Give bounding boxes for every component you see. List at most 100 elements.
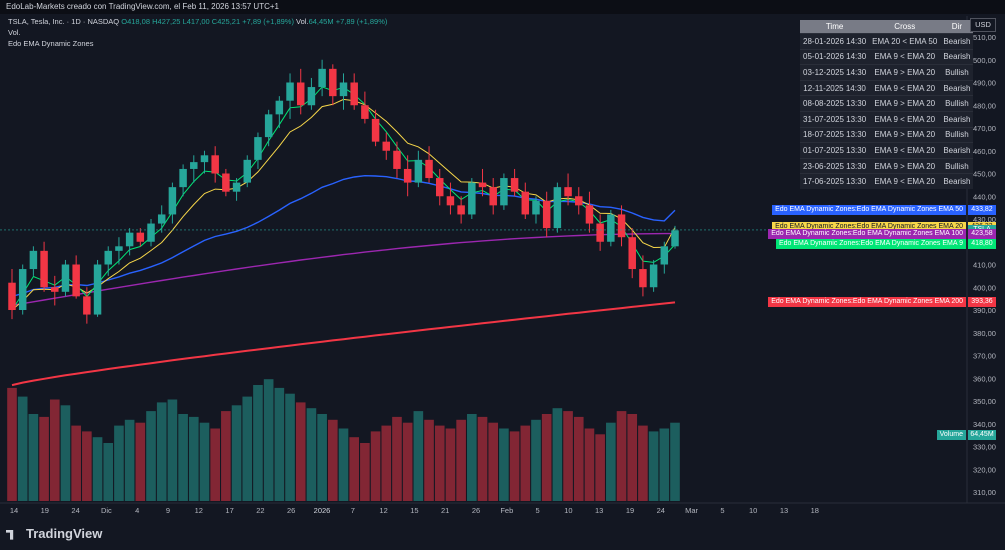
- volume-bar: [285, 393, 295, 501]
- table-cell-cross: EMA 9 < EMA 20: [869, 142, 941, 159]
- volume-bar: [434, 425, 445, 501]
- candle-body: [532, 200, 540, 215]
- y-tick-label: 320,00: [973, 465, 996, 474]
- candle-body: [296, 82, 305, 106]
- candle-body: [125, 232, 134, 247]
- candle-body: [435, 178, 444, 197]
- table-cell-dir: Bearish: [940, 142, 974, 159]
- table-row: 08-08-2025 13:30 EMA 9 > EMA 20 Bullish: [800, 95, 974, 112]
- volume-bar: [71, 425, 81, 501]
- y-tick-label: 450,00: [973, 170, 996, 179]
- table-cell-time: 18-07-2025 13:30: [800, 126, 870, 143]
- candle-body: [29, 250, 38, 270]
- x-tick-label: 5: [536, 506, 540, 515]
- volume-bar: [499, 428, 509, 501]
- candle-body: [446, 196, 455, 206]
- volume-bar: [114, 425, 124, 501]
- volume-row[interactable]: Vol.: [8, 28, 21, 37]
- volume-bar: [263, 379, 274, 501]
- table-row: 01-07-2025 13:30 EMA 9 < EMA 20 Bearish: [800, 142, 974, 159]
- volume-bar: [402, 422, 413, 501]
- volume-bar: [199, 422, 210, 501]
- candle-body: [478, 182, 487, 188]
- table-cell-cross: EMA 9 > EMA 20: [869, 157, 941, 174]
- symbol-row[interactable]: TSLA, Tesla, Inc. · 1D · NASDAQ O418,08 …: [8, 16, 387, 27]
- y-tick-label: 480,00: [973, 101, 996, 110]
- x-tick-label: 21: [441, 506, 449, 515]
- volume-bar: [638, 425, 648, 501]
- price-tag: 423,58: [968, 228, 996, 239]
- candle-body: [596, 223, 604, 242]
- table-cell-time: 23-06-2025 13:30: [800, 157, 870, 174]
- table-cell-time: 31-07-2025 13:30: [800, 110, 870, 128]
- table-row: 28-01-2026 14:30 EMA 20 < EMA 50 Bearish: [800, 33, 974, 50]
- volume-bar: [616, 411, 627, 501]
- volume-bar: [531, 419, 541, 501]
- table-cell-time: 28-01-2026 14:30: [800, 33, 870, 50]
- volume-bar: [317, 414, 327, 501]
- volume-bar: [477, 416, 488, 501]
- candle-body: [222, 173, 230, 192]
- y-tick-label: 490,00: [973, 79, 996, 88]
- volume-bar: [124, 419, 135, 501]
- table-cell-cross: EMA 20 < EMA 50: [869, 33, 941, 50]
- y-tick-label: 360,00: [973, 374, 996, 383]
- indicator-label: Edo EMA Dynamic Zones:Edo EMA Dynamic Zo…: [768, 228, 966, 239]
- volume-bar: [210, 428, 220, 501]
- candle-body: [40, 250, 48, 288]
- price-tag: 418,80: [968, 239, 996, 250]
- volume-bar: [167, 399, 178, 501]
- candle-body: [382, 141, 391, 151]
- candle-body: [8, 282, 16, 310]
- table-cell-cross: EMA 9 > EMA 20: [869, 95, 941, 112]
- table-cell-time: 01-07-2025 13:30: [800, 142, 870, 159]
- low-value: L417,00: [182, 17, 210, 26]
- y-tick-label: 500,00: [973, 56, 996, 65]
- candle-body: [51, 287, 59, 292]
- table-cell-time: 12-11-2025 14:30: [800, 79, 870, 96]
- volume-bar: [445, 428, 456, 501]
- x-tick-label: 12: [195, 506, 203, 515]
- candle-body: [329, 68, 337, 97]
- volume-bar: [381, 425, 392, 501]
- table-header-dir: Dir: [940, 20, 974, 34]
- price-tag: 433,82: [968, 205, 996, 216]
- volume-bar: [7, 387, 17, 501]
- volume-bar: [424, 419, 434, 501]
- indicator-label: Edo EMA Dynamic Zones:Edo EMA Dynamic Zo…: [775, 239, 966, 250]
- candle-body: [564, 187, 572, 197]
- x-tick-label: 22: [256, 506, 264, 515]
- candle-body: [553, 187, 562, 229]
- x-tick-label: 4: [135, 506, 139, 515]
- y-tick-label: 370,00: [973, 352, 996, 361]
- table-cell-dir: Bearish: [940, 48, 974, 65]
- symbol-title: TSLA, Tesla, Inc. · 1D · NASDAQ: [8, 17, 120, 26]
- volume-bar: [156, 402, 167, 501]
- x-tick-label: Mar: [685, 506, 698, 515]
- indicator-row[interactable]: Edo EMA Dynamic Zones: [8, 39, 94, 48]
- volume-bar: [541, 414, 552, 501]
- table-cell-time: 17-06-2025 13:30: [800, 173, 870, 189]
- x-tick-label: 19: [626, 506, 634, 515]
- volume-bar: [648, 431, 659, 501]
- y-tick-label: 440,00: [973, 192, 996, 201]
- high-value: H427,25: [152, 17, 181, 26]
- volume-bar: [349, 437, 360, 501]
- volume-bar: [413, 411, 424, 501]
- x-tick-label: 13: [595, 506, 603, 515]
- candle-body: [286, 82, 294, 101]
- y-tick-label: 340,00: [973, 420, 996, 429]
- candle-body: [617, 214, 626, 238]
- candle-body: [72, 264, 80, 297]
- indicator-label: Edo EMA Dynamic Zones:Edo EMA Dynamic Zo…: [772, 222, 966, 233]
- currency-button[interactable]: USD: [970, 18, 996, 32]
- volume-bar: [82, 431, 92, 501]
- candle-body: [393, 150, 401, 169]
- x-tick-label: 7: [351, 506, 355, 515]
- cross-table: Time Cross Dir 28-01-2026 14:30 EMA 20 < …: [800, 20, 974, 189]
- x-tick-label: 13: [780, 506, 788, 515]
- volume-bar: [360, 443, 370, 501]
- indicator-label: Edo EMA Dynamic Zones:Edo EMA Dynamic Zo…: [772, 205, 966, 216]
- table-row: 17-06-2025 13:30 EMA 9 < EMA 20 Bearish: [800, 173, 974, 189]
